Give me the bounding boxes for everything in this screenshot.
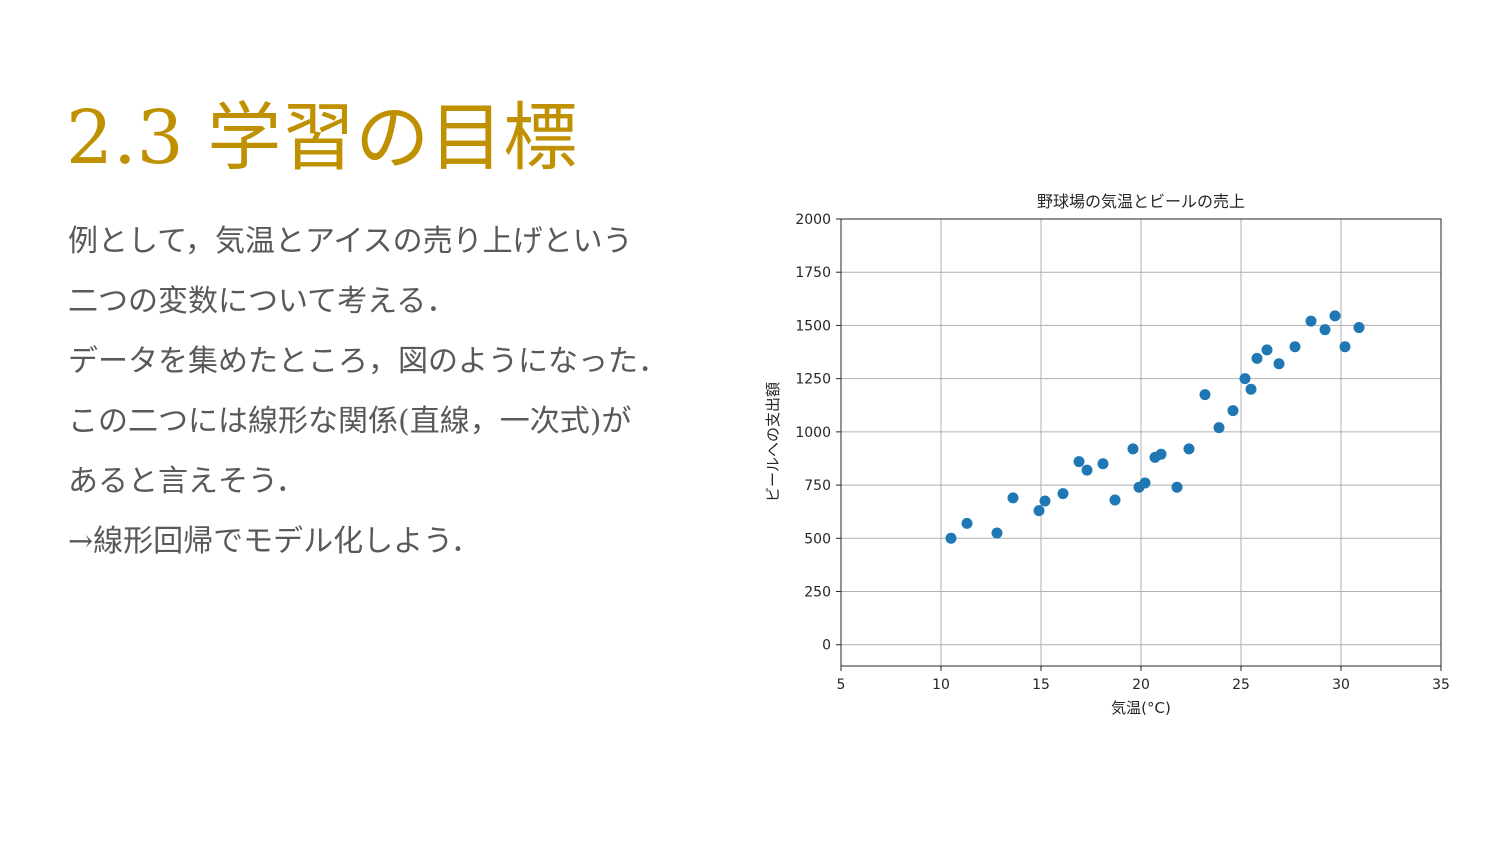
x-tick-label: 10 [932,677,950,693]
data-point [1245,383,1257,395]
data-points [945,310,1365,544]
y-tick-label: 1000 [795,425,831,441]
slide-title: 2.3 学習の目標 [66,95,578,181]
y-tick-label: 250 [804,585,831,601]
x-tick-label: 35 [1432,677,1450,693]
data-point [1033,505,1045,517]
chart-title: 野球場の気温とビールの売上 [1037,192,1245,211]
y-axis-label: ビールへの支出額 [764,382,782,502]
data-point [961,517,973,529]
data-point [1289,341,1301,353]
y-tick-label: 0 [822,638,831,654]
body-line: 二つの変数について考える． [68,284,457,319]
data-point [1213,422,1225,434]
body-line: データを集めたところ，図のようになった． [68,344,668,379]
data-point [1155,448,1167,460]
x-tick-label: 30 [1332,677,1350,693]
chart-svg: 野球場の気温とビールの売上 5 10 15 20 25 30 35 0 250 500 750 100… [764,192,1450,717]
data-point [1339,341,1351,353]
y-tick-label: 1500 [795,318,831,334]
data-point [1171,481,1183,493]
body-line: あると言えそう． [68,464,306,499]
data-point [1073,456,1085,468]
data-point [1057,488,1069,500]
data-point [1081,464,1093,476]
data-point [1007,492,1019,504]
data-point [1039,495,1051,507]
y-tick-label: 1750 [795,265,831,281]
data-point [1305,315,1317,327]
data-point [991,527,1003,539]
data-point [1139,477,1151,489]
x-tick-label: 15 [1032,677,1050,693]
data-point [1319,324,1331,336]
body-line: この二つには線形な関係(直線，一次式)が [68,404,632,439]
data-point [1097,458,1109,470]
axis-ticks: 5 10 15 20 25 30 35 0 250 500 750 1000 1250 1500 1750 2… [795,212,1450,693]
x-tick-label: 25 [1232,677,1250,693]
y-tick-label: 1250 [795,372,831,388]
data-point [1261,344,1273,356]
data-point [1353,322,1365,334]
body-line: 例として，気温とアイスの売り上げという [68,224,633,259]
data-point [1251,352,1263,364]
x-axis-label: 気温(°C) [1111,699,1171,717]
y-tick-label: 2000 [795,212,831,228]
data-point [1329,310,1341,322]
data-point [1239,373,1251,385]
data-point [1227,405,1239,417]
scatter-chart: 野球場の気温とビールの売上 5 10 15 20 25 30 35 0 250 500 750 100… [750,180,1470,730]
x-tick-label: 20 [1132,677,1150,693]
data-point [1109,494,1121,506]
data-point [1183,443,1195,455]
data-point [945,532,957,544]
y-tick-label: 500 [804,531,831,547]
plot-frame [840,218,1442,667]
body-text: 例として，気温とアイスの売り上げという 二つの変数について考える． データを集め… [68,212,728,572]
y-tick-label: 750 [804,478,831,494]
x-tick-label: 5 [837,677,846,693]
data-point [1273,358,1285,370]
data-point [1199,389,1211,401]
data-point [1127,443,1139,455]
grid-lines [841,218,1441,666]
body-line: →線形回帰でモデル化しよう． [68,524,481,559]
